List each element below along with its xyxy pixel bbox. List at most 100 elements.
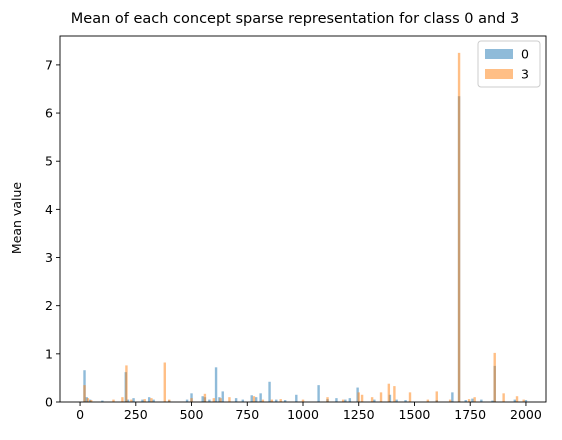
bar-series-3-23 — [357, 392, 360, 402]
y-tick-label-5: 5 — [45, 154, 53, 169]
bar-series-0-28 — [317, 385, 320, 402]
bar-series-3-22 — [341, 399, 345, 402]
bar-series-3-8 — [150, 398, 153, 402]
plot-frame — [59, 35, 547, 403]
series-0-bars — [83, 96, 528, 402]
bar-series-3-39 — [522, 399, 525, 402]
bar-series-3-11 — [190, 398, 193, 402]
x-tick-label-7: 1750 — [454, 407, 486, 422]
bar-series-0-12 — [190, 393, 193, 402]
bar-series-3-20 — [301, 399, 305, 402]
bar-series-0-18 — [221, 391, 224, 402]
bar-series-3-28 — [393, 386, 396, 402]
x-tick-label-6: 1500 — [399, 407, 431, 422]
bar-series-0-3 — [101, 400, 104, 402]
bar-series-0-8 — [147, 397, 151, 402]
bar-series-0-26 — [283, 400, 287, 402]
bar-series-0-20 — [241, 399, 245, 402]
y-axis-ticks: 0 1 2 3 4 5 6 7 — [45, 57, 60, 410]
bar-series-0-47 — [524, 400, 528, 402]
series-3-bars — [83, 52, 525, 403]
bar-series-3-3 — [112, 399, 115, 402]
bar-series-0-41 — [464, 400, 467, 402]
bar-series-0-13 — [201, 396, 204, 402]
bar-series-3-0 — [83, 385, 86, 402]
bar-series-3-35 — [473, 397, 476, 402]
bar-series-0-36 — [395, 399, 398, 402]
bar-series-0-39 — [451, 392, 454, 402]
x-tick-label-0: 0 — [76, 407, 84, 422]
x-tick-label-3: 750 — [235, 407, 259, 422]
bar-series-0-25 — [275, 399, 278, 402]
legend: 03 — [477, 40, 541, 88]
bar-series-3-6 — [130, 399, 133, 402]
bar-series-3-13 — [212, 398, 216, 402]
y-tick-label-4: 4 — [45, 202, 53, 217]
bar-series-3-14 — [219, 398, 222, 402]
bar-series-0-15 — [208, 399, 211, 402]
bar-series-0-30 — [335, 398, 338, 402]
bar-series-0-23 — [259, 393, 262, 402]
legend-swatch-0 — [485, 49, 513, 59]
bar-series-3-1 — [86, 398, 90, 402]
bar-series-3-10 — [168, 399, 171, 402]
bar-series-3-18 — [270, 399, 273, 402]
bar-series-3-34 — [467, 399, 471, 402]
x-axis-ticks: 0 250 500 750 1000 1250 1500 1750 2000 — [76, 402, 542, 422]
y-axis-label: Mean value — [9, 182, 24, 254]
y-tick-label-7: 7 — [45, 57, 53, 72]
bar-series-0-24 — [268, 381, 271, 402]
bar-series-0-44 — [491, 400, 494, 402]
bar-series-3-36 — [493, 352, 496, 402]
bar-series-3-7 — [143, 399, 146, 402]
bar-series-3-19 — [279, 399, 282, 402]
bar-series-3-33 — [457, 52, 461, 403]
bar-series-3-27 — [387, 383, 391, 402]
bar-series-0-43 — [480, 399, 483, 402]
bar-series-0-6 — [132, 398, 135, 402]
bar-series-0-16 — [214, 367, 218, 402]
bars-layer — [83, 52, 528, 403]
bar-series-3-30 — [426, 399, 430, 402]
x-tick-label-2: 500 — [180, 407, 204, 422]
bar-series-3-26 — [379, 392, 383, 402]
y-tick-label-2: 2 — [45, 298, 53, 313]
bar-series-0-42 — [471, 398, 474, 402]
bar-series-0-22 — [254, 397, 258, 402]
legend-swatch-3 — [485, 69, 513, 79]
bar-series-3-21 — [326, 397, 329, 402]
bar-series-3-32 — [448, 399, 452, 402]
y-tick-label-0: 0 — [45, 395, 53, 410]
legend-label-3: 3 — [521, 67, 529, 82]
bar-series-3-5 — [125, 365, 128, 402]
y-tick-label-3: 3 — [45, 250, 53, 265]
bar-series-3-4 — [121, 397, 124, 402]
bar-series-3-16 — [252, 396, 256, 402]
bar-series-3-37 — [502, 393, 505, 402]
bar-series-3-2 — [90, 400, 93, 402]
bar-series-0-11 — [185, 399, 189, 402]
bar-series-3-17 — [261, 399, 265, 402]
bar-series-0-9 — [152, 399, 155, 402]
bar-series-3-29 — [408, 392, 412, 402]
y-tick-label-1: 1 — [45, 346, 53, 361]
bar-series-3-15 — [228, 397, 231, 402]
bar-series-3-9 — [163, 362, 166, 402]
bar-series-0-27 — [295, 394, 298, 402]
bar-series-0-32 — [348, 398, 352, 402]
bar-series-3-25 — [370, 397, 374, 402]
legend-label-0: 0 — [521, 47, 529, 62]
bar-series-0-5 — [126, 399, 130, 402]
y-tick-label-6: 6 — [45, 106, 53, 121]
x-tick-label-8: 2000 — [510, 407, 542, 422]
bar-series-3-24 — [360, 394, 364, 402]
x-tick-label-1: 250 — [124, 407, 148, 422]
x-tick-label-4: 1000 — [287, 407, 319, 422]
bar-series-0-19 — [234, 398, 238, 402]
bar-series-0-34 — [373, 399, 376, 402]
bar-series-3-38 — [515, 396, 519, 402]
legend-box — [477, 40, 541, 88]
chart-title: Mean of each concept sparse representati… — [71, 11, 519, 27]
bar-series-0-7 — [141, 399, 144, 402]
